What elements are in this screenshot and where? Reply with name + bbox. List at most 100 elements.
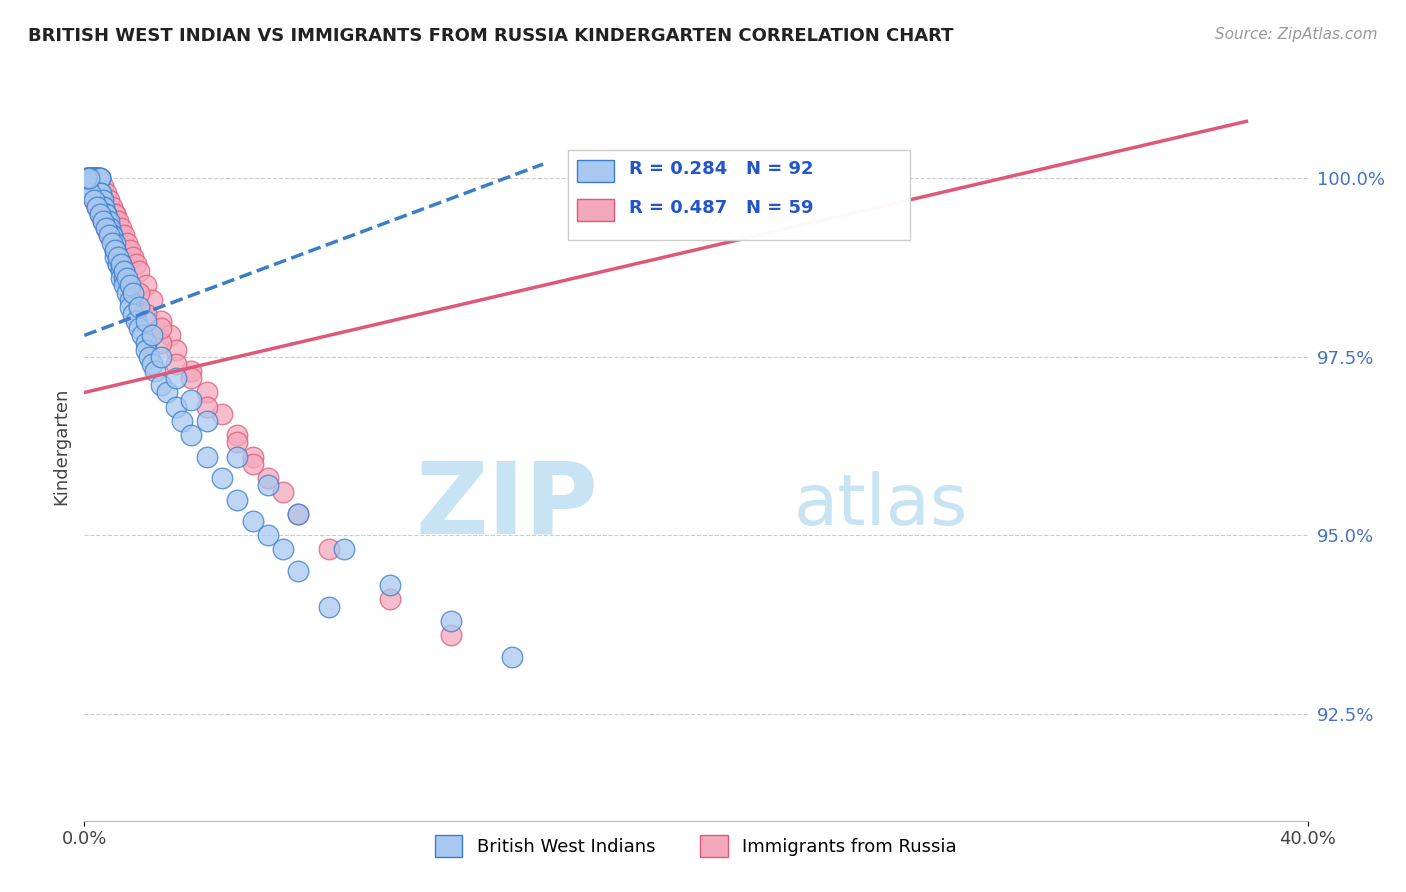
Point [120, 293, 142, 307]
Point [159, 328, 181, 343]
Point [79, 186, 101, 200]
Point [242, 450, 264, 464]
Point [112, 278, 135, 293]
Point [90, 186, 112, 200]
Point [128, 321, 150, 335]
Point [112, 228, 135, 243]
Point [79, 186, 101, 200]
Bar [578, 199, 614, 221]
Point [287, 564, 309, 578]
Point [226, 435, 249, 450]
Point [76, 178, 98, 193]
Point [79, 171, 101, 186]
Point [125, 257, 148, 271]
Point [143, 364, 166, 378]
Point [135, 343, 157, 357]
Point [94, 186, 117, 200]
Point [165, 400, 187, 414]
Point [110, 264, 132, 278]
Point [83, 193, 105, 207]
Point [440, 628, 463, 642]
Point [86, 171, 108, 186]
Point [122, 307, 145, 321]
Point [91, 193, 114, 207]
Bar [578, 160, 614, 182]
Point [128, 264, 150, 278]
Point [83, 171, 105, 186]
Text: BRITISH WEST INDIAN VS IMMIGRANTS FROM RUSSIA KINDERGARTEN CORRELATION CHART: BRITISH WEST INDIAN VS IMMIGRANTS FROM R… [28, 27, 953, 45]
Point [115, 285, 138, 300]
Point [120, 300, 142, 314]
Point [84, 171, 107, 186]
Point [77, 171, 100, 186]
Point [107, 250, 129, 264]
Point [86, 171, 108, 186]
Point [110, 221, 132, 235]
Point [79, 171, 101, 186]
Point [440, 614, 463, 628]
Legend: British West Indians, Immigrants from Russia: British West Indians, Immigrants from Ru… [427, 828, 965, 864]
Point [112, 264, 135, 278]
Point [104, 243, 127, 257]
Point [104, 250, 127, 264]
Point [94, 221, 117, 235]
Point [195, 385, 218, 400]
Point [122, 285, 145, 300]
Point [93, 200, 115, 214]
Point [257, 528, 280, 542]
Point [149, 378, 172, 392]
Point [156, 385, 179, 400]
Point [91, 214, 114, 228]
Point [180, 364, 202, 378]
Point [318, 542, 340, 557]
Point [135, 307, 157, 321]
Point [101, 200, 124, 214]
Point [86, 200, 108, 214]
Point [141, 328, 163, 343]
Text: R = 0.284   N = 92: R = 0.284 N = 92 [628, 160, 813, 178]
Point [107, 214, 129, 228]
Point [149, 314, 172, 328]
Point [115, 235, 138, 250]
Point [91, 178, 114, 193]
Point [77, 171, 100, 186]
Point [149, 335, 172, 350]
Point [91, 200, 114, 214]
Point [110, 271, 132, 285]
Y-axis label: Kindergarten: Kindergarten [52, 387, 70, 505]
Point [110, 257, 132, 271]
Point [104, 207, 127, 221]
Point [120, 243, 142, 257]
Text: R = 0.487   N = 59: R = 0.487 N = 59 [628, 199, 813, 217]
Point [80, 171, 103, 186]
Point [94, 221, 117, 235]
Point [122, 250, 145, 264]
Point [89, 171, 111, 186]
Point [195, 414, 218, 428]
Point [97, 214, 120, 228]
Point [84, 171, 107, 186]
Point [97, 228, 120, 243]
Point [97, 221, 120, 235]
Point [165, 343, 187, 357]
Point [83, 171, 105, 186]
Point [135, 335, 157, 350]
Point [96, 214, 118, 228]
Point [83, 171, 105, 186]
Point [257, 478, 280, 492]
Point [77, 171, 100, 186]
Point [211, 471, 233, 485]
Point [128, 300, 150, 314]
Point [318, 599, 340, 614]
Point [97, 228, 120, 243]
Point [76, 171, 98, 186]
Bar [568, 150, 910, 240]
Point [226, 428, 249, 442]
Point [211, 407, 233, 421]
Point [141, 357, 163, 371]
Point [128, 285, 150, 300]
Point [87, 171, 110, 186]
Point [180, 428, 202, 442]
Point [104, 243, 127, 257]
Point [87, 171, 110, 186]
